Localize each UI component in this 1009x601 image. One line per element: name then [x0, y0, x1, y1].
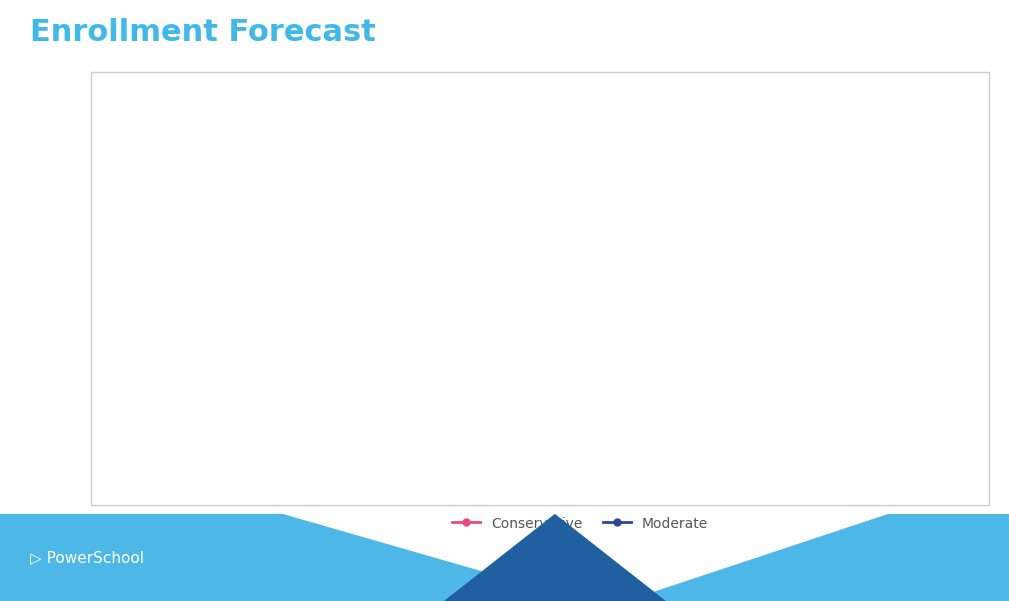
Title: District: District	[545, 79, 615, 99]
Y-axis label: Number of Students: Number of Students	[117, 201, 131, 340]
Text: ▷ PowerSchool: ▷ PowerSchool	[30, 550, 144, 565]
X-axis label: Year: Year	[564, 456, 596, 471]
Legend: Conservative, Moderate: Conservative, Moderate	[447, 511, 713, 536]
Text: Enrollment Forecast: Enrollment Forecast	[30, 18, 376, 47]
